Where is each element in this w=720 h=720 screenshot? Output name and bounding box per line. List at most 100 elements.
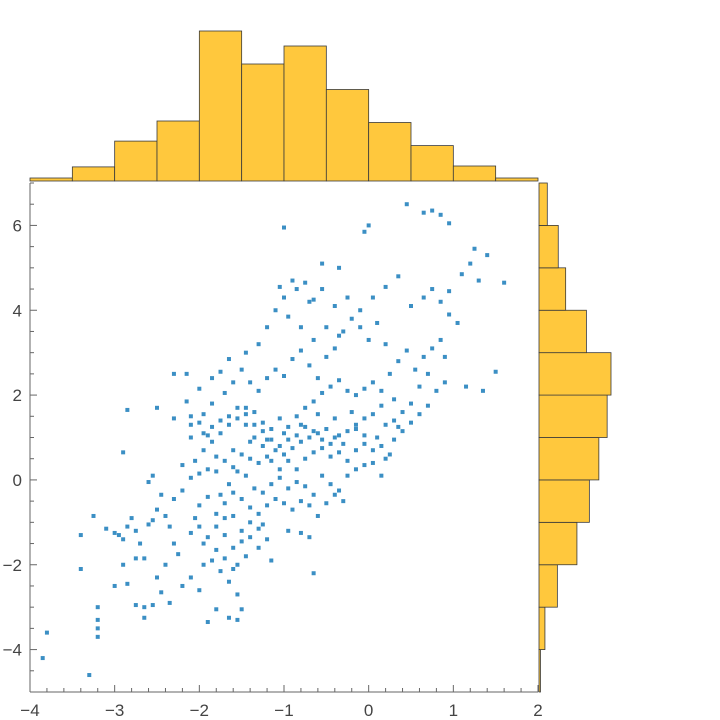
scatter-point [298,325,303,330]
scatter-point [184,399,189,404]
scatter-point [383,422,388,427]
scatter-point [277,416,282,421]
scatter-point [91,513,96,518]
scatter-point [78,566,83,571]
scatter-point [438,337,443,342]
y-tick-label: 2 [13,386,22,405]
scatter-point [248,505,253,510]
scatter-point [383,284,388,289]
scatter-point [95,617,100,622]
scatter-point [286,528,291,533]
scatter-point [459,272,464,277]
scatter-point [231,448,236,453]
scatter-point [265,454,270,459]
scatter-point [442,380,447,385]
scatter-point [184,371,189,376]
y-tick-label: 6 [13,216,22,235]
scatter-point [125,407,130,412]
x-tick-label: −3 [105,701,124,720]
scatter-point [239,539,244,544]
scatter-point [235,416,240,421]
scatter-point [40,656,45,661]
scatter-point [320,287,325,292]
scatter-point [370,448,375,453]
scatter-point [320,390,325,395]
scatter-point [222,390,227,395]
scatter-point [362,463,367,468]
scatter-point [480,388,485,393]
scatter-point [155,507,159,512]
scatter-point [370,380,375,385]
scatter-point [265,503,270,508]
scatter-point [375,435,380,440]
right-histogram-bar [538,649,541,693]
scatter-point [320,473,325,478]
scatter-point [294,433,299,438]
main-plot-axes: −4 −3 −2 −1 0 1 2 −4 −2 0 2 4 6 [3,182,543,720]
scatter-point [193,458,198,463]
scatter-point [218,569,223,574]
scatter-point [455,320,460,325]
x-tick-label: −4 [20,701,39,720]
scatter-point [214,607,219,612]
right-histogram-bar [538,564,558,608]
scatter-point [226,422,231,427]
scatter-point [260,490,265,495]
scatter-point [315,513,320,518]
right-histogram-bar [538,352,612,396]
scatter-point [396,359,401,364]
scatter-point [324,501,329,506]
scatter-point [222,501,227,506]
scatter-point [396,424,401,429]
scatter-point [400,410,405,415]
scatter-point [121,562,126,567]
scatter-point [337,450,342,455]
scatter-point [78,533,83,538]
x-tick-label: −2 [190,701,209,720]
scatter-point [430,346,435,351]
scatter-point [214,524,219,529]
scatter-point [121,537,126,542]
scatter-point [358,308,363,313]
scatter-point [286,314,291,319]
scatter-point [286,424,291,429]
scatter-point [303,424,308,429]
scatter-point [328,441,333,446]
scatter-point [332,304,337,309]
scatter-point [205,494,210,499]
scatter-point [286,486,291,491]
scatter-point [265,537,270,542]
scatter-point [269,558,274,563]
scatter-point [235,562,240,567]
scatter-point [273,308,278,313]
scatter-point [231,545,236,550]
scatter-point [472,246,477,251]
scatter-point [171,541,176,546]
scatter-point [430,208,435,213]
x-tick-label: 2 [533,701,542,720]
scatter-point [205,535,210,540]
right-histogram-bar [538,225,559,269]
scatter-point [171,416,176,421]
scatter-point [248,380,253,385]
scatter-point [417,412,422,417]
scatter-point [404,348,409,353]
scatter-point [260,429,265,434]
scatter-point [235,617,240,622]
scatter-point [294,414,299,419]
top-histogram-bar [156,120,200,182]
scatter-point [193,516,198,521]
scatter-point [146,522,151,527]
scatter-point [197,420,202,425]
scatter-point [269,427,274,432]
scatter-point [392,397,397,402]
scatter-point [328,384,333,389]
y-tick-label: −4 [3,641,22,660]
scatter-point [383,456,388,461]
scatter-point [485,253,490,258]
scatter-point [218,418,223,423]
scatter-point [159,590,164,595]
right-marginal-histogram [538,182,612,693]
top-histogram-bar [114,140,158,182]
top-marginal-histogram [29,30,539,182]
